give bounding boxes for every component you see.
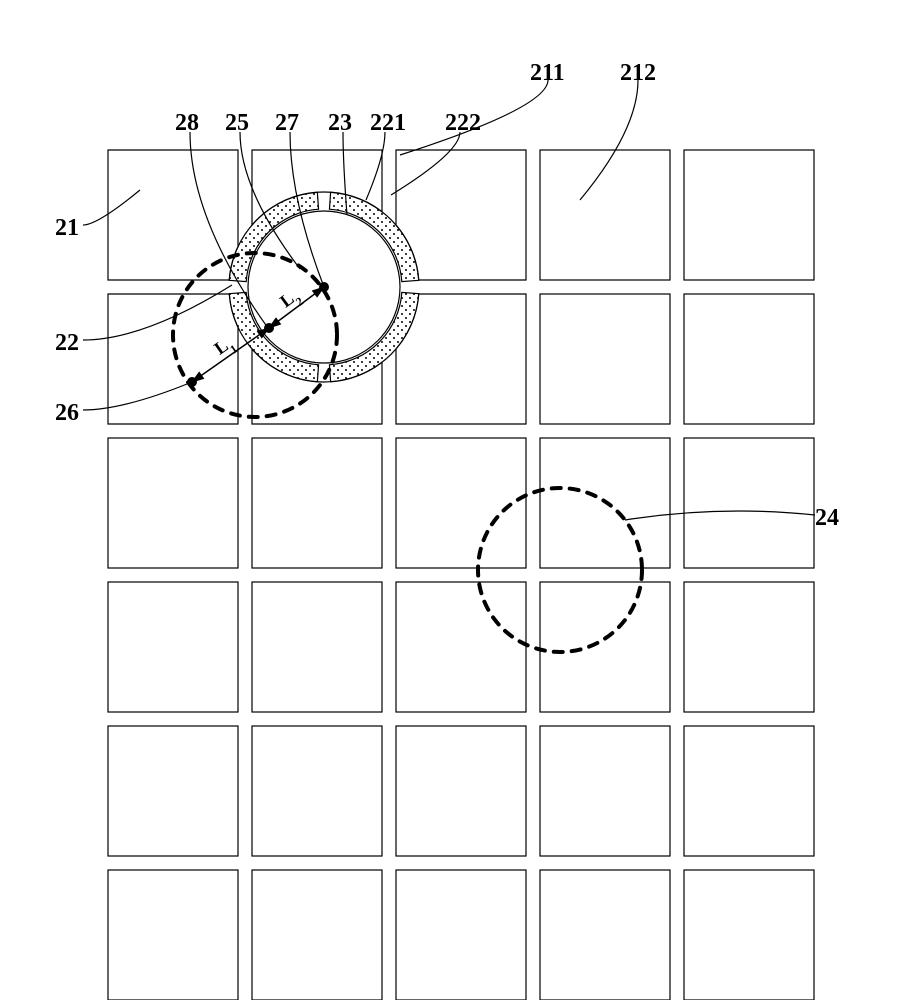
ref-label-23: 23: [328, 110, 352, 137]
grid: [108, 150, 814, 1000]
ref-label-21: 21: [55, 215, 79, 242]
ref-label-28: 28: [175, 110, 199, 137]
ref-label-212: 212: [620, 60, 656, 87]
ref-label-222: 222: [445, 110, 481, 137]
ref-label-27: 27: [275, 110, 299, 137]
diagram-canvas: L2L1: [0, 0, 916, 1000]
ref-label-24: 24: [815, 505, 839, 532]
ref-label-26: 26: [55, 400, 79, 427]
label-leaders: [83, 80, 815, 520]
ref-label-22: 22: [55, 330, 79, 357]
ref-label-211: 211: [530, 60, 565, 87]
ref-label-25: 25: [225, 110, 249, 137]
ref-label-221: 221: [370, 110, 406, 137]
